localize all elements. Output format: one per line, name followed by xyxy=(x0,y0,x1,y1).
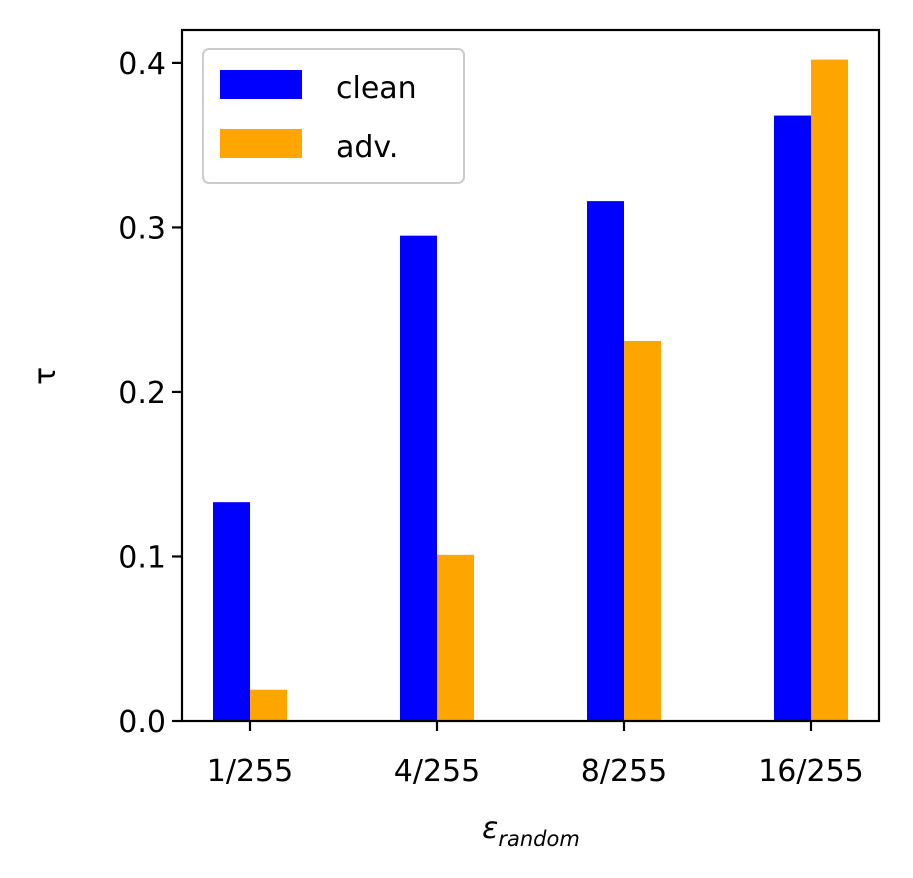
plot-frame xyxy=(180,28,881,723)
y-tick-label: 0.2 xyxy=(118,376,166,411)
legend-label-adv: adv. xyxy=(336,130,398,165)
y-tick-label: 0.0 xyxy=(118,705,166,740)
legend-frame xyxy=(202,48,465,184)
bar-adv-1 xyxy=(437,554,474,721)
x-axis: 1/255 4/255 8/255 16/255 xyxy=(207,721,864,789)
x-tick-label: 16/255 xyxy=(758,754,864,789)
bars-layer xyxy=(213,59,848,722)
x-axis-label-subscript: random xyxy=(498,827,579,851)
y-tick-label: 0.1 xyxy=(118,540,166,575)
y-tick-label: 0.4 xyxy=(118,47,166,82)
bar-clean-2 xyxy=(587,201,624,722)
bar-adv-0 xyxy=(250,689,287,721)
bar-adv-3 xyxy=(811,59,848,722)
legend-label-clean: clean xyxy=(336,71,417,106)
bar-adv-2 xyxy=(624,340,661,721)
legend: clean adv. xyxy=(202,48,465,184)
x-tick-label: 1/255 xyxy=(207,754,293,789)
y-tick-label: 0.3 xyxy=(118,211,166,246)
x-tick-label: 8/255 xyxy=(581,754,667,789)
y-axis-label: τ xyxy=(28,367,63,385)
x-axis-label-symbol: ε xyxy=(482,811,498,846)
bar-clean-1 xyxy=(400,235,437,721)
bar-clean-3 xyxy=(774,115,811,722)
bar-clean-0 xyxy=(213,502,250,721)
legend-swatch-adv xyxy=(220,129,302,158)
x-axis-label: εrandom xyxy=(482,811,580,851)
y-axis: 0.0 0.1 0.2 0.3 0.4 xyxy=(118,47,182,740)
legend-swatch-clean xyxy=(220,70,302,99)
x-tick-label: 4/255 xyxy=(394,754,480,789)
